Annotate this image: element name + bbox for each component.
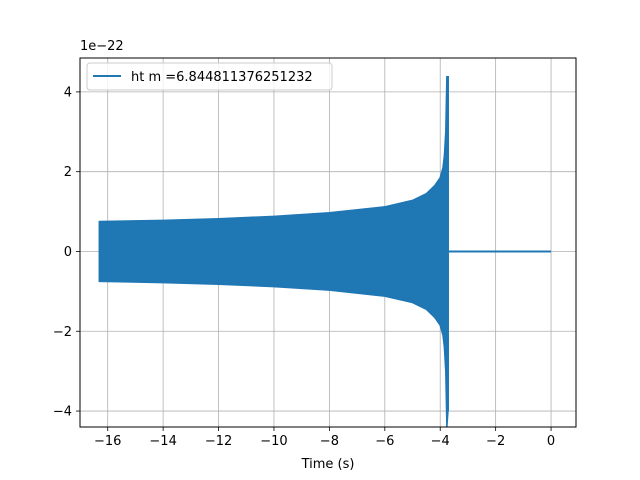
y-tick-label: −4 <box>53 405 72 420</box>
y-axis-ticks: −4 −2 0 2 4 <box>53 85 80 420</box>
x-axis-label: Time (s) <box>301 457 355 472</box>
y-axis-offset-text: 1e−22 <box>80 39 124 54</box>
y-tick-label: 2 <box>64 165 72 180</box>
series-layer <box>98 75 552 428</box>
x-tick-label: −12 <box>205 434 232 449</box>
y-tick-label: 4 <box>64 85 72 100</box>
legend: ht m =6.844811376251232 <box>86 62 333 91</box>
x-tick-label: −4 <box>431 434 450 449</box>
plot-frame <box>79 57 577 428</box>
x-axis-ticks: −16 −14 −12 −10 −8 −6 −4 −2 0 <box>94 427 555 449</box>
y-tick-label: 0 <box>64 245 72 260</box>
x-tick-label: −10 <box>260 434 287 449</box>
x-tick-label: −2 <box>486 434 505 449</box>
x-tick-label: −6 <box>375 434 394 449</box>
x-tick-label: −14 <box>149 434 176 449</box>
series-waveform <box>98 75 449 428</box>
x-tick-label: −16 <box>94 434 121 449</box>
x-tick-label: 0 <box>547 434 555 449</box>
x-tick-label: −8 <box>320 434 339 449</box>
legend-entry: ht m =6.844811376251232 <box>131 70 313 85</box>
y-tick-label: −2 <box>53 325 72 340</box>
legend-box <box>86 62 333 91</box>
